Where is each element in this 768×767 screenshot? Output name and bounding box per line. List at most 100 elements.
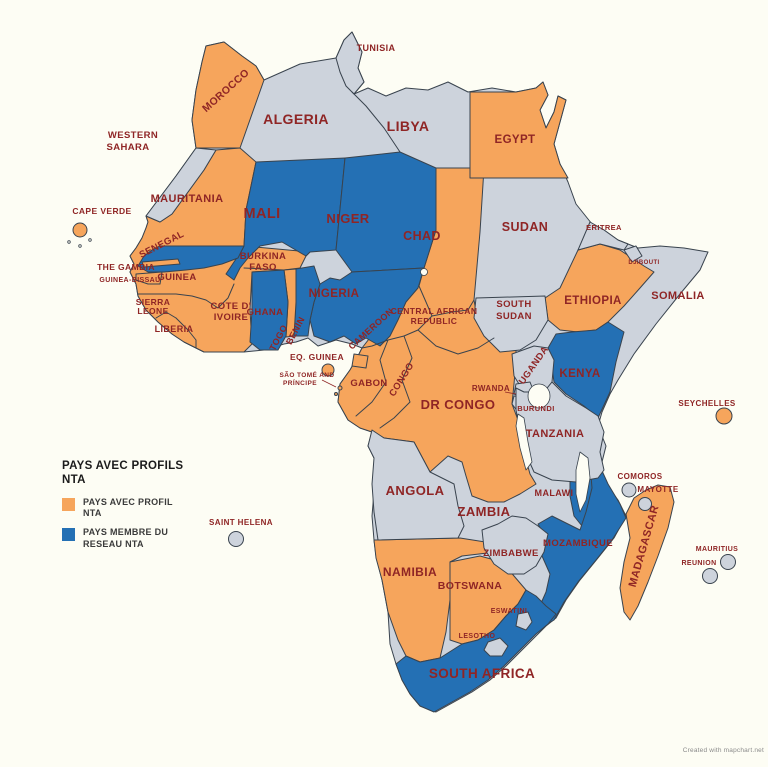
label-republic: REPUBLIC — [411, 316, 458, 326]
label-nigeria: NIGERIA — [309, 288, 360, 300]
label-eswatini: ESWATINI — [491, 608, 528, 615]
label-namibia: NAMIBIA — [383, 565, 437, 579]
label-egypt: EGYPT — [495, 134, 536, 146]
label-cape-verde: CAPE VERDE — [72, 206, 131, 216]
label-lesotho: LESOTHO — [459, 633, 496, 640]
label-leone: LEONE — [137, 306, 168, 316]
country-lesotho[interactable] — [483, 637, 509, 657]
label-kenya: KENYA — [559, 368, 600, 380]
label-western: WESTERN — [108, 130, 158, 141]
country-egypt[interactable] — [469, 81, 569, 179]
label-guinea-bissau: GUINEA-BISSAU — [99, 277, 160, 284]
label-burkina: BURKINA — [240, 251, 287, 262]
country-sao-tome[interactable] — [337, 385, 343, 391]
lake-chad — [420, 268, 428, 276]
label-south: SOUTH — [496, 299, 531, 310]
label-gabon: GABON — [350, 378, 387, 389]
legend: PAYS AVEC PROFILS NTA PAYS AVEC PROFIL N… — [62, 459, 194, 558]
label-ghana: GHANA — [247, 307, 284, 318]
country-madagascar[interactable] — [619, 484, 675, 621]
label-mayotte: MAYOTTE — [637, 485, 678, 494]
label-mauritius: MAURITIUS — [696, 546, 739, 553]
country-angola[interactable] — [367, 429, 465, 541]
country-south-sudan[interactable] — [473, 295, 549, 353]
lake-malawi — [575, 451, 591, 513]
lake-victoria — [527, 383, 551, 409]
label-zambia: ZAMBIA — [458, 504, 511, 519]
legend-item-membre: PAYS MEMBRE DU RESEAU NTA — [62, 527, 194, 550]
country-kenya[interactable] — [547, 321, 625, 419]
legend-label-profil: PAYS AVEC PROFIL NTA — [83, 496, 173, 519]
country-eq-guinea-island[interactable] — [321, 363, 335, 377]
country-eswatini[interactable] — [515, 611, 533, 631]
lakes — [420, 268, 591, 513]
label-pr-ncipe: PRÍNCIPE — [283, 378, 317, 387]
label-chad: CHAD — [403, 229, 441, 243]
country-eq-guinea-mainland[interactable] — [351, 353, 369, 369]
country-zimbabwe[interactable] — [481, 515, 549, 575]
internal-borders — [137, 91, 495, 429]
legend-swatch-blue — [62, 528, 75, 542]
label-saint-helena: SAINT HELENA — [209, 518, 273, 527]
label-s-o-tom-and: SÃO TOMÉ AND — [280, 370, 335, 379]
legend-label-membre: PAYS MEMBRE DU RESEAU NTA — [83, 527, 169, 549]
country-mayotte[interactable] — [638, 497, 652, 511]
lake-tanganyika — [515, 413, 533, 471]
legend-title: PAYS AVEC PROFILS NTA — [62, 460, 184, 487]
label-algeria: ALGERIA — [263, 111, 329, 127]
country-cape-verde[interactable] — [72, 222, 88, 238]
leader-lines — [321, 379, 517, 395]
country-ghana[interactable] — [249, 269, 289, 351]
label-dr-congo: DR CONGO — [421, 397, 496, 412]
country-saint-helena[interactable] — [228, 531, 244, 547]
label-sudan: SUDAN — [496, 311, 532, 322]
label-mauritania: MAURITANIA — [151, 193, 224, 205]
label-comoros: COMOROS — [617, 472, 662, 481]
legend-swatch-orange — [62, 497, 75, 511]
country-reunion[interactable] — [702, 568, 718, 584]
label-liberia: LIBERIA — [155, 324, 194, 334]
country-guinea-bissau[interactable] — [135, 271, 163, 285]
label-rwanda: RWANDA — [472, 384, 510, 393]
label-malawi: MALAWI — [535, 488, 574, 498]
label-eritrea: ERITREA — [586, 223, 622, 232]
label-sahara: SAHARA — [106, 142, 149, 153]
label-cote-d-: COTE D' — [211, 301, 252, 312]
country-the-gambia[interactable] — [141, 258, 181, 268]
label-djibouti: DJIBOUTI — [628, 260, 659, 266]
country-south-africa[interactable] — [395, 589, 557, 713]
label-zimbabwe: ZIMBABWE — [483, 548, 538, 559]
label-angola: ANGOLA — [386, 483, 445, 498]
country-mauritius[interactable] — [720, 554, 736, 570]
country-tunisia[interactable] — [335, 31, 365, 95]
label-libya: LIBYA — [387, 118, 430, 134]
label-sudan: SUDAN — [502, 220, 548, 234]
country-eritrea[interactable] — [577, 221, 629, 251]
country-mozambique[interactable] — [537, 461, 627, 627]
country-comoros[interactable] — [621, 482, 637, 498]
label-seychelles: SEYCHELLES — [678, 399, 736, 408]
country-western-sahara[interactable] — [145, 147, 217, 223]
label-tanzania: TANZANIA — [526, 428, 585, 440]
country-seychelles[interactable] — [715, 407, 733, 425]
country-nigeria[interactable] — [309, 267, 425, 347]
mapchart-credit: Created with mapchart.net — [682, 747, 764, 754]
label-reunion: REUNION — [681, 560, 716, 567]
country-niger[interactable] — [335, 151, 437, 273]
label-tunisia: TUNISIA — [357, 43, 396, 53]
label-niger: NIGER — [326, 211, 369, 226]
label-burundi: BURUNDI — [517, 404, 554, 413]
label-sierra: SIERRA — [136, 297, 171, 307]
label-the-gambia: THE GAMBIA — [97, 262, 155, 272]
label-somalia: SOMALIA — [651, 290, 705, 302]
label-guinea: GUINEA — [157, 272, 196, 283]
legend-item-profil: PAYS AVEC PROFIL NTA — [62, 497, 194, 520]
country-principe[interactable] — [334, 392, 338, 396]
country-djibouti[interactable] — [623, 245, 643, 263]
label-faso: FASO — [249, 262, 276, 273]
label-botswana: BOTSWANA — [438, 580, 502, 592]
label-eq-guinea: EQ. GUINEA — [290, 352, 344, 362]
label-mozambique: MOZAMBIQUE — [543, 538, 613, 549]
islands — [67, 222, 736, 584]
